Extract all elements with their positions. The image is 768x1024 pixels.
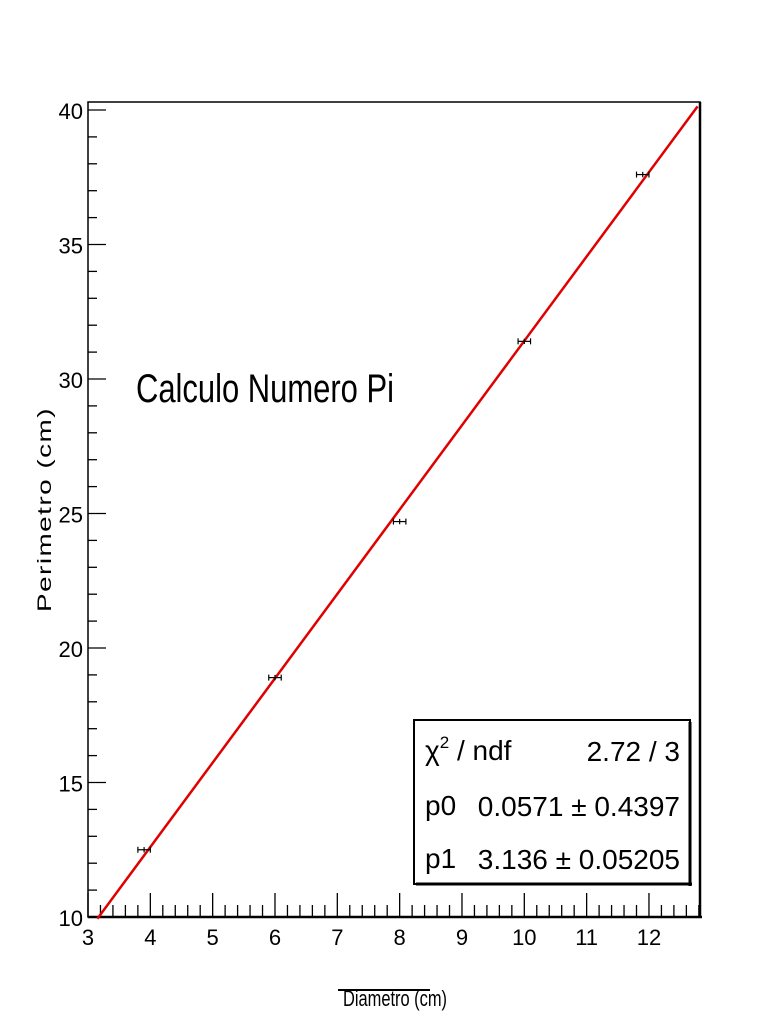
y-tick-label: 30	[59, 368, 83, 393]
chi2-superscript: 2	[440, 733, 449, 752]
fit-line	[96, 105, 699, 920]
chart-title: Calculo Numero Pi	[136, 367, 394, 411]
y-tick-label: 25	[59, 503, 83, 528]
data-points	[137, 171, 650, 853]
y-tick-label: 10	[59, 906, 83, 931]
x-tick-label: 6	[269, 925, 281, 950]
x-tick-label: 10	[512, 925, 536, 950]
x-tick-label: 4	[144, 925, 156, 950]
chi2-ndf: / ndf	[449, 735, 511, 766]
data-point	[517, 338, 532, 345]
y-tick-label: 40	[59, 99, 83, 124]
stats-box: χ2 / ndf 2.72 / 3 p0 0.0571 ± 0.4397 p1 …	[413, 719, 692, 886]
x-tick-label: 12	[637, 925, 661, 950]
chi2-symbol: χ	[425, 735, 440, 766]
y-tick-label: 35	[59, 234, 83, 259]
chi2-value: 2.72 / 3	[587, 736, 680, 767]
p0-value: 0.0571 ± 0.4397	[478, 791, 680, 822]
y-axis-label: Perimetro (cm)	[35, 407, 56, 612]
data-point	[392, 518, 407, 525]
x-tick-label: 3	[82, 925, 94, 950]
data-point	[635, 171, 650, 178]
x-tick-label: 8	[394, 925, 406, 950]
fit-line-path	[96, 105, 699, 920]
x-tick-label: 7	[331, 925, 343, 950]
p1-label: p1	[425, 843, 456, 874]
data-point	[137, 846, 151, 853]
x-tick-label: 5	[207, 925, 219, 950]
x-tick-label: 11	[575, 925, 598, 950]
x-axis-label-group: Diametro (cm)	[338, 986, 447, 1011]
data-point	[268, 674, 282, 681]
y-tick-label: 20	[59, 637, 83, 662]
x-axis: 3 4 5 6 7 8 9 10 11 12	[82, 893, 700, 950]
chi2-label: χ2 / ndf	[425, 733, 512, 766]
p0-label: p0	[425, 790, 456, 821]
y-tick-label: 15	[59, 772, 83, 797]
y-axis: 10 15 20 25 30 35 40	[59, 99, 106, 931]
x-tick-label: 9	[456, 925, 468, 950]
p1-value: 3.136 ± 0.05205	[478, 844, 680, 875]
